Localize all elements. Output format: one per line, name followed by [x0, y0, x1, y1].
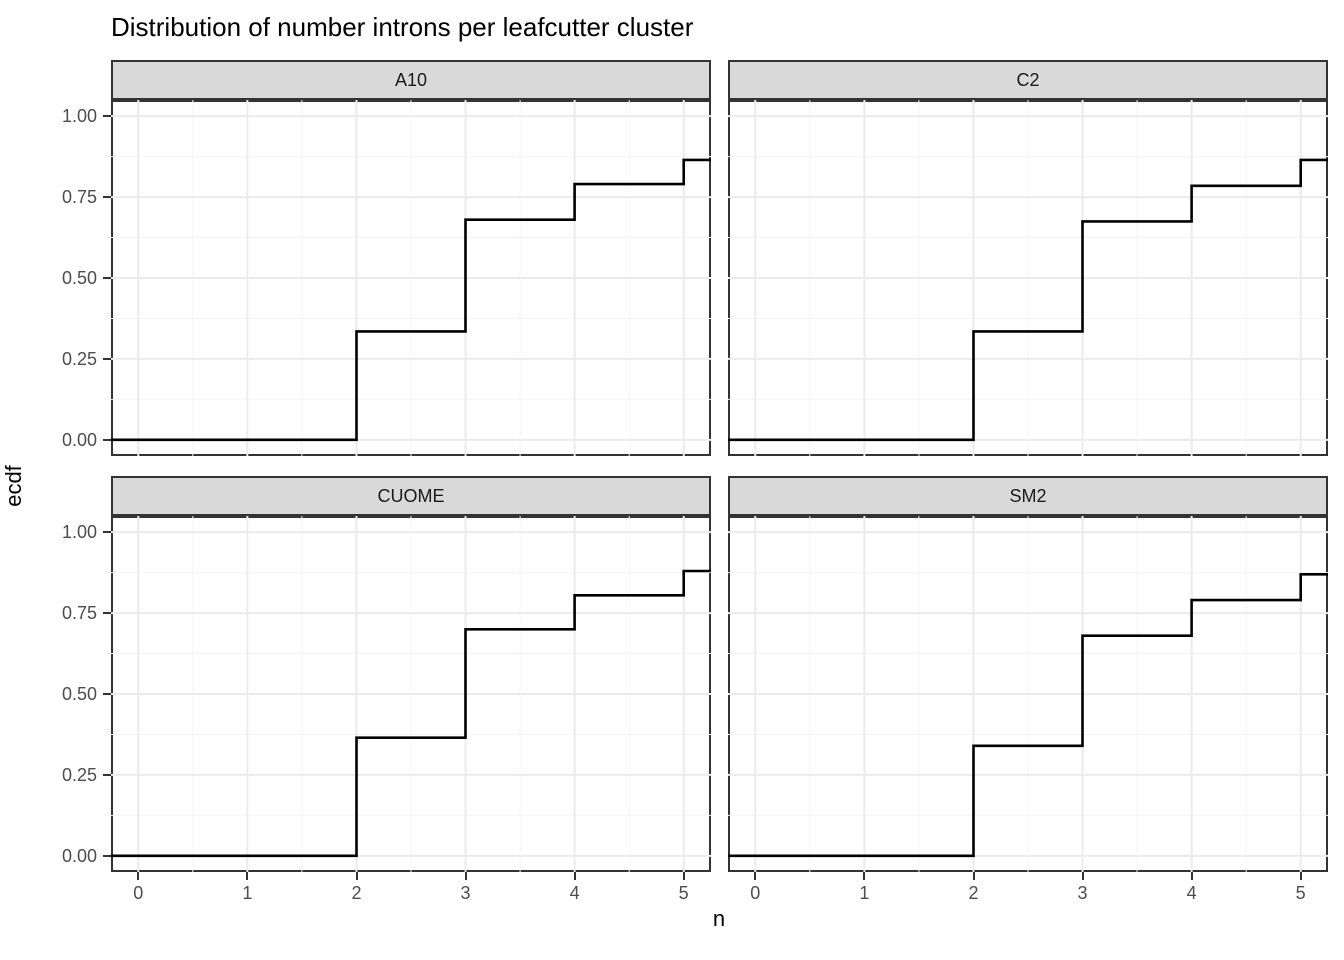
ecdf-step-line — [728, 158, 1328, 442]
y-tick-mark — [103, 357, 111, 360]
facet-strip-cuome: CUOME — [111, 476, 711, 516]
x-tick-mark — [1190, 872, 1193, 880]
y-tick-mark — [103, 531, 111, 534]
panel-svg — [111, 100, 711, 456]
x-tick-label: 1 — [242, 883, 253, 903]
x-tick-label: 2 — [351, 883, 362, 903]
x-tick-mark — [863, 872, 866, 880]
y-tick-label: 0.75 — [61, 603, 97, 624]
y-tick-mark — [103, 773, 111, 776]
y-tick-mark — [103, 854, 111, 857]
ecdf-panel-c2 — [728, 100, 1328, 456]
y-tick-label: 1.00 — [61, 522, 97, 543]
y-tick-mark — [103, 693, 111, 695]
panel-svg — [111, 516, 711, 872]
x-tick-mark — [573, 872, 576, 880]
y-tick-label: 0.50 — [61, 684, 97, 704]
x-tick-label: 2 — [968, 883, 979, 903]
x-tick-mark — [355, 872, 358, 880]
facet-strip-a10: A10 — [111, 60, 711, 100]
y-tick-label: 0.00 — [61, 429, 97, 450]
x-tick-mark — [972, 872, 975, 880]
x-tick-mark — [137, 872, 140, 880]
y-tick-mark — [103, 277, 111, 279]
panel-svg — [728, 100, 1328, 456]
ecdf-step-line — [111, 158, 711, 442]
facet-strip-sm2: SM2 — [728, 476, 1328, 516]
ecdf-step-line — [728, 573, 1328, 858]
x-tick-label: 0 — [750, 883, 761, 903]
panel-svg — [728, 516, 1328, 872]
facet-strip-c2: C2 — [728, 60, 1328, 100]
ecdf-panel-sm2 — [728, 516, 1328, 872]
x-tick-mark — [464, 872, 467, 880]
x-tick-mark — [246, 872, 249, 880]
facet-strip-label: CUOME — [377, 485, 445, 506]
y-tick-label: 0.75 — [61, 187, 97, 208]
x-tick-label: 5 — [678, 883, 689, 903]
y-tick-mark — [103, 115, 111, 118]
y-tick-mark — [103, 612, 111, 615]
x-tick-mark — [1081, 872, 1084, 880]
x-tick-label: 4 — [1186, 883, 1197, 903]
x-tick-label: 1 — [859, 883, 870, 903]
chart-title: Distribution of number introns per leafc… — [111, 12, 694, 42]
ecdf-panel-a10 — [111, 100, 711, 456]
x-tick-label: 3 — [460, 883, 471, 903]
facet-strip-label: SM2 — [1009, 485, 1047, 506]
y-tick-mark — [103, 196, 111, 199]
y-tick-label: 0.25 — [61, 764, 97, 785]
facet-strip-label: C2 — [1016, 69, 1040, 90]
x-tick-mark — [754, 872, 757, 880]
y-tick-label: 0.50 — [61, 268, 97, 288]
ecdf-panel-cuome — [111, 516, 711, 872]
facet-strip-label: A10 — [394, 69, 428, 90]
ecdf-step-line — [111, 569, 711, 858]
x-tick-label: 3 — [1077, 883, 1088, 903]
y-tick-label: 1.00 — [61, 106, 97, 127]
y-tick-label: 0.00 — [61, 845, 97, 866]
y-axis-title: ecdf — [1, 465, 26, 507]
x-tick-label: 5 — [1295, 883, 1306, 903]
y-tick-mark — [103, 438, 111, 441]
x-tick-label: 4 — [569, 883, 580, 903]
x-tick-label: 0 — [133, 883, 144, 903]
x-axis-title: n — [712, 906, 726, 931]
y-tick-label: 0.25 — [61, 348, 97, 369]
x-tick-mark — [1299, 872, 1302, 880]
x-tick-mark — [682, 872, 685, 880]
